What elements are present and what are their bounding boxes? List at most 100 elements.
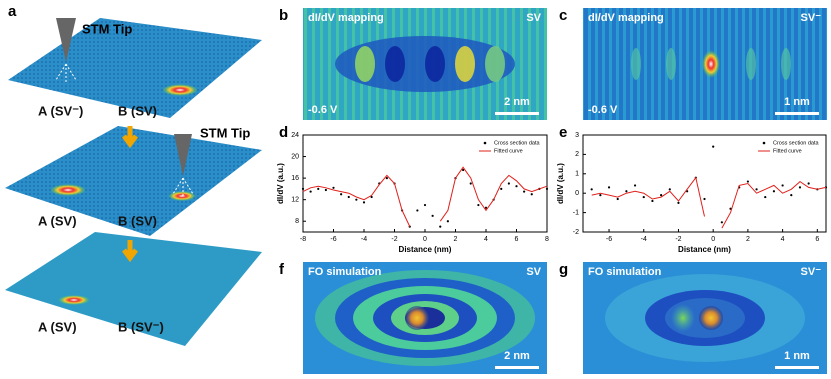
data-point: [798, 186, 802, 189]
map-title: dI/dV mapping: [308, 12, 384, 24]
data-point: [633, 184, 637, 187]
spot: [699, 306, 723, 330]
defect: [50, 184, 86, 196]
data-point: [431, 214, 434, 217]
x-tick-label: 0: [423, 236, 427, 243]
panel-label: d: [279, 124, 288, 141]
data-point: [807, 182, 810, 185]
x-tick-label: 0: [711, 236, 715, 243]
scale-label: 1 nm: [784, 350, 810, 362]
panel-label: e: [559, 124, 567, 141]
x-axis-label: Distance (nm): [678, 245, 731, 254]
map-bias: -0.6 V: [308, 104, 338, 116]
x-tick-label: -2: [391, 236, 397, 243]
stm-tip: [174, 134, 192, 176]
legend-label: Fitted curve: [494, 148, 523, 154]
data-point: [660, 194, 663, 197]
data-point: [362, 201, 366, 204]
legend-marker: [483, 141, 487, 145]
map-state: SV: [526, 12, 541, 24]
spot: [671, 304, 695, 332]
spot: [485, 46, 505, 82]
defect: [58, 295, 90, 305]
data-point: [347, 195, 350, 199]
arrow: [122, 126, 138, 263]
y-tick-label: 20: [291, 153, 299, 160]
data-point: [772, 190, 776, 193]
data-point: [607, 186, 611, 189]
spot: [455, 46, 475, 82]
legend-marker: [762, 141, 766, 145]
x-tick-label: -8: [300, 236, 306, 243]
x-tick-label: -4: [641, 236, 647, 243]
defect: [162, 84, 198, 96]
data-point: [309, 190, 312, 193]
data-point: [317, 187, 320, 190]
site-label: A (SV): [38, 213, 77, 228]
panel-label: f: [279, 261, 285, 278]
scale-bar: [495, 112, 539, 115]
panel-label: g: [559, 261, 568, 278]
tunneling: [55, 63, 194, 196]
x-tick-label: -6: [330, 236, 336, 243]
spot: [355, 46, 375, 82]
spot: [631, 48, 641, 80]
tip-label: STM Tip: [82, 21, 132, 36]
panel-label: b: [279, 7, 288, 24]
x-tick-label: 2: [454, 236, 458, 243]
y-tick-label: -2: [573, 229, 579, 236]
data-point: [651, 199, 654, 203]
map-title: dI/dV mapping: [588, 12, 664, 24]
spot: [385, 46, 405, 82]
x-tick-label: -6: [606, 236, 612, 243]
x-axis-label: Distance (nm): [399, 245, 452, 254]
map-title: FO simulation: [588, 266, 662, 278]
spot: [781, 48, 791, 80]
site-label: B (SV): [118, 103, 157, 118]
y-tick-label: 2: [575, 151, 579, 158]
data-point: [423, 203, 427, 207]
data-point: [755, 188, 758, 191]
map-title: FO simulation: [308, 266, 382, 278]
map-state: SV⁻: [801, 12, 822, 24]
panel-label: a: [8, 3, 17, 20]
data-point: [712, 145, 715, 148]
map-state: SV⁻: [801, 266, 822, 278]
legend-label: Cross section data: [773, 140, 819, 146]
surface: [5, 232, 262, 346]
data-point: [790, 194, 793, 197]
data-point: [507, 182, 510, 185]
data-point: [515, 185, 518, 188]
data-point: [668, 188, 671, 191]
data-point: [781, 184, 784, 187]
spot: [746, 48, 756, 80]
tip-label: STM Tip: [200, 125, 250, 140]
y-tick-label: 3: [575, 132, 579, 139]
x-tick-label: 2: [746, 236, 750, 243]
spot: [405, 306, 429, 330]
data-point: [416, 209, 419, 212]
surface: [5, 126, 262, 236]
data-point: [625, 190, 628, 193]
site-label: A (SV⁻): [38, 103, 83, 118]
y-tick-label: -1: [573, 209, 579, 216]
data-point: [355, 198, 358, 201]
legend-label: Cross section data: [494, 140, 540, 146]
data-point: [530, 193, 533, 196]
site-label: A (SV): [38, 319, 77, 334]
y-axis-label: dI/dV (a.u.): [276, 163, 285, 204]
map-bias: -0.6 V: [588, 104, 618, 116]
data-point: [469, 182, 472, 185]
spot: [666, 48, 676, 80]
data-point: [642, 195, 645, 199]
y-tick-label: 0: [575, 190, 579, 197]
data-point: [545, 187, 549, 190]
data-point: [764, 195, 767, 199]
fit-line: [302, 166, 548, 227]
x-tick-label: 6: [515, 236, 519, 243]
map-state: SV: [526, 266, 541, 278]
data-point: [703, 197, 706, 201]
data-point: [340, 193, 343, 196]
panel-a: [5, 18, 262, 346]
